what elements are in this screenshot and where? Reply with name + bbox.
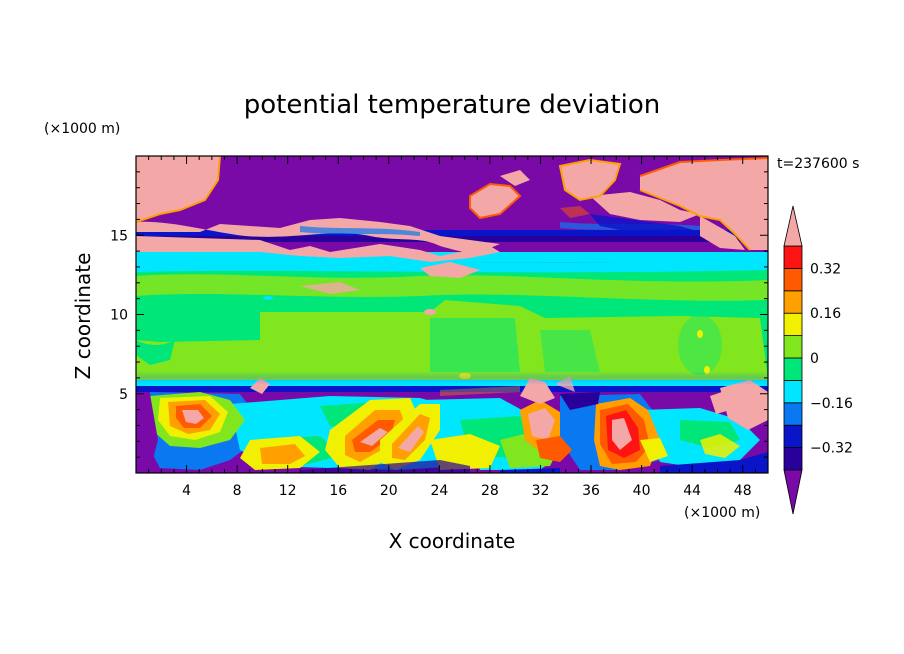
x-tick-label: 44 <box>683 483 701 499</box>
y-unit-label: (×1000 m) <box>44 121 120 137</box>
colorbar-segment <box>783 245 803 269</box>
colorbar-high-arrow <box>783 205 803 247</box>
x-tick-label: 36 <box>582 483 600 499</box>
chart-title: potential temperature deviation <box>244 90 660 120</box>
x-tick-label: 8 <box>233 483 242 499</box>
y-tick-label: 10 <box>110 308 128 324</box>
contour-field <box>136 156 768 473</box>
x-tick-label: 4 <box>182 483 191 499</box>
colorbar-segment <box>783 447 803 471</box>
x-tick-label: 40 <box>633 483 651 499</box>
colorbar-label: 0.32 <box>810 261 841 277</box>
x-tick-label: 16 <box>329 483 347 499</box>
x-tick-label: 20 <box>380 483 398 499</box>
colorbar-label: 0.16 <box>810 306 841 322</box>
colorbar-low-arrow <box>783 469 803 515</box>
colorbar-segment <box>783 357 803 381</box>
time-label: t=237600 s <box>777 156 859 172</box>
colorbar-label: 0 <box>810 351 819 367</box>
y-tick-label: 5 <box>119 387 128 403</box>
colorbar-segment <box>783 424 803 449</box>
x-axis-title: X coordinate <box>389 529 516 553</box>
colorbar-segment <box>783 379 803 404</box>
colorbar-label: −0.16 <box>810 396 853 412</box>
colorbar-label: −0.32 <box>810 441 853 457</box>
y-axis-title: Z coordinate <box>71 253 95 380</box>
colorbar-segment <box>783 402 803 426</box>
x-tick-label: 24 <box>430 483 448 499</box>
colorbar: −0.32 −0.16 0 0.16 0.32 <box>783 205 853 515</box>
y-tick-label: 15 <box>110 228 128 244</box>
x-tick-label: 32 <box>532 483 550 499</box>
x-tick-label: 12 <box>279 483 297 499</box>
x-tick-label: 28 <box>481 483 499 499</box>
colorbar-segment <box>783 267 803 292</box>
colorbar-segment <box>783 335 803 359</box>
colorbar-segment <box>783 290 803 314</box>
x-unit-label: (×1000 m) <box>684 505 760 521</box>
x-tick-label: 48 <box>734 483 752 499</box>
colorbar-segment <box>783 312 803 337</box>
